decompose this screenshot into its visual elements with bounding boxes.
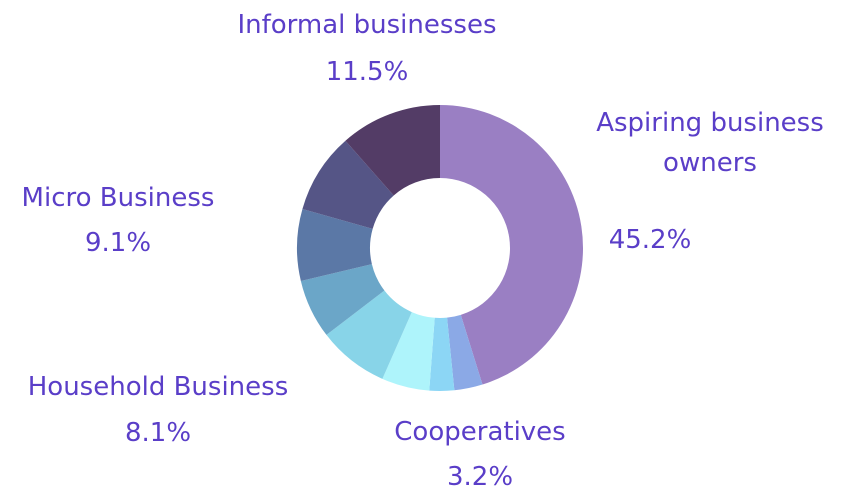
value-label: 11.5% bbox=[325, 57, 409, 87]
segment-label: Aspiring business owners bbox=[596, 108, 824, 178]
donut-segment bbox=[302, 140, 394, 229]
value-label: 3.2% bbox=[446, 462, 514, 492]
value-label: 9.1% bbox=[84, 228, 152, 258]
segment-label: Household Business bbox=[27, 372, 289, 402]
donut-segment bbox=[440, 105, 583, 385]
donut-segment bbox=[345, 105, 440, 196]
value-label: 8.1% bbox=[124, 418, 192, 448]
segment-label: Micro Business bbox=[21, 183, 215, 213]
donut-segment bbox=[326, 290, 412, 379]
donut-segment bbox=[297, 208, 373, 281]
donut-segment bbox=[447, 314, 483, 391]
donut-segment bbox=[300, 264, 385, 335]
value-label: 45.2% bbox=[608, 225, 692, 255]
segment-label: Informal businesses bbox=[237, 10, 497, 40]
donut-segment bbox=[382, 312, 435, 391]
segment-label: Cooperatives bbox=[394, 417, 566, 447]
donut-segment bbox=[429, 317, 455, 391]
